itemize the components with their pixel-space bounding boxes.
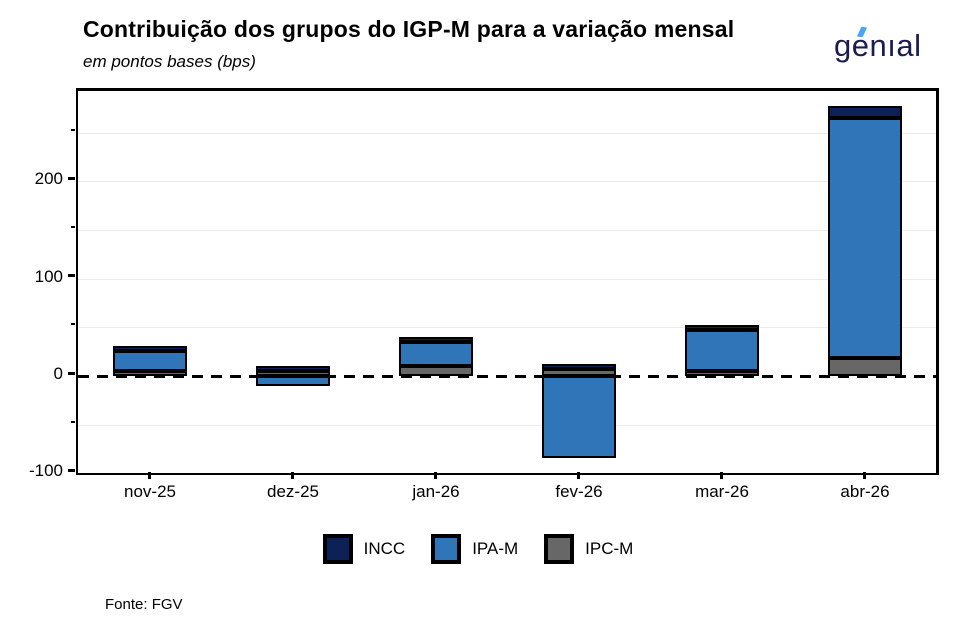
x-tick-mar-26 (720, 472, 723, 479)
y-minor-tick-250 (71, 129, 75, 131)
genial-logo: genıal (834, 24, 934, 68)
gridline--50 (78, 425, 936, 426)
y-minor-tick--50 (71, 421, 75, 423)
x-tick-abr-26 (863, 472, 866, 479)
segment-INCC-mar-26 (685, 325, 759, 330)
legend-label-IPC-M: IPC-M (585, 539, 634, 558)
y-tick--100 (68, 469, 75, 472)
y-tick-0 (68, 372, 75, 375)
segment-INCC-abr-26 (828, 106, 902, 118)
legend-swatch-IPA-M (431, 534, 462, 564)
segment-INCC-dez-25 (256, 366, 330, 371)
x-label-fev-26: fev-26 (555, 482, 603, 501)
bar-dez-25 (221, 91, 364, 473)
segment-IPC-M-dez-25 (256, 371, 330, 376)
segment-IPA-M-fev-26 (542, 376, 616, 458)
bar-fev-26 (507, 91, 650, 473)
segment-IPA-M-mar-26 (685, 330, 759, 371)
legend-item-IPC-M: IPC-M (544, 534, 633, 564)
chart-title: Contribuição dos grupos do IGP-M para a … (83, 16, 735, 42)
gridline-250 (78, 133, 936, 134)
legend-swatch-INCC (322, 534, 353, 564)
y-label-200: 200 (34, 169, 63, 188)
plot-panel (76, 88, 939, 475)
segment-INCC-nov-25 (113, 346, 187, 351)
y-label--100: -100 (28, 461, 63, 480)
y-label-0: 0 (53, 364, 63, 383)
legend-label-IPA-M: IPA-M (472, 539, 519, 558)
segment-IPC-M-abr-26 (828, 358, 902, 376)
bar-mar-26 (650, 91, 793, 473)
source-note: Fonte: FGV (105, 596, 183, 613)
x-label-abr-26: abr-26 (840, 482, 890, 501)
bar-nov-25 (78, 91, 221, 473)
x-label-nov-25: nov-25 (124, 482, 176, 501)
segment-INCC-fev-26 (542, 364, 616, 369)
gridline-50 (78, 327, 936, 328)
x-tick-fev-26 (577, 472, 580, 479)
segment-IPA-M-jan-26 (399, 342, 473, 366)
y-label-100: 100 (34, 267, 63, 286)
x-label-jan-26: jan-26 (412, 482, 460, 501)
legend-swatch-IPC-M (544, 534, 575, 564)
segment-IPC-M-mar-26 (685, 371, 759, 376)
x-label-mar-26: mar-26 (695, 482, 749, 501)
segment-IPC-M-jan-26 (399, 366, 473, 376)
y-tick-200 (68, 177, 75, 180)
x-tick-nov-25 (148, 472, 151, 479)
segment-IPC-M-nov-25 (113, 371, 187, 376)
segment-IPA-M-dez-25 (256, 376, 330, 386)
segment-INCC-jan-26 (399, 337, 473, 342)
bar-abr-26 (793, 91, 936, 473)
gridline-150 (78, 230, 936, 231)
segment-IPC-M-fev-26 (542, 369, 616, 376)
zero-baseline (78, 375, 936, 378)
chart-legend: INCC IPA-M IPC-M (0, 534, 956, 564)
segment-IPA-M-abr-26 (828, 118, 902, 358)
x-tick-dez-25 (291, 472, 294, 479)
bar-jan-26 (364, 91, 507, 473)
y-minor-tick-50 (71, 323, 75, 325)
y-minor-tick-150 (71, 226, 75, 228)
legend-label-INCC: INCC (363, 539, 406, 558)
x-tick-jan-26 (434, 472, 437, 479)
chart-subtitle: em pontos bases (bps) (83, 52, 256, 71)
gridline-100 (78, 279, 936, 280)
legend-item-INCC: INCC (322, 534, 406, 564)
gridline-200 (78, 181, 936, 182)
segment-IPA-M-nov-25 (113, 351, 187, 371)
x-label-dez-25: dez-25 (267, 482, 319, 501)
legend-item-IPA-M: IPA-M (431, 534, 518, 564)
logo-wordmark: genıal (834, 28, 922, 63)
y-tick-100 (68, 274, 75, 277)
